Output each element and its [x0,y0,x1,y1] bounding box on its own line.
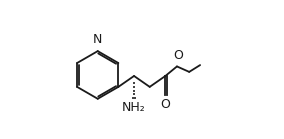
Text: O: O [160,98,170,111]
Text: O: O [173,49,183,62]
Text: N: N [93,33,103,46]
Text: NH₂: NH₂ [122,101,146,114]
